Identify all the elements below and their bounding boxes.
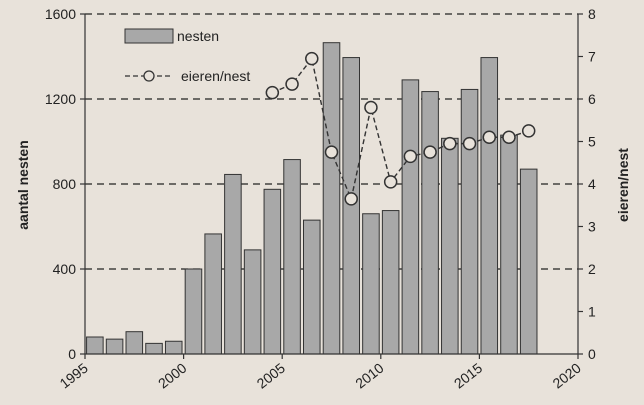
point-2017 bbox=[521, 124, 536, 138]
bar-2017 bbox=[519, 168, 538, 355]
bar-2011 bbox=[401, 79, 420, 355]
bar-2016 bbox=[500, 134, 518, 355]
point-2007 bbox=[324, 145, 339, 159]
bar-2009 bbox=[362, 213, 380, 355]
legend-marker-eieren bbox=[143, 70, 155, 82]
bar-2015 bbox=[480, 57, 499, 355]
bar-2006 bbox=[302, 219, 321, 355]
right-tick-label-8: 8 bbox=[588, 6, 596, 22]
bar-2003 bbox=[243, 249, 262, 355]
point-2004 bbox=[265, 85, 280, 100]
bar-2013 bbox=[441, 137, 459, 355]
bars-series-nesten bbox=[86, 42, 538, 355]
right-tick-label-1: 1 bbox=[588, 304, 596, 320]
bar-2014 bbox=[460, 88, 479, 355]
right-tick-label-4: 4 bbox=[588, 176, 596, 192]
axes bbox=[80, 13, 583, 359]
right-tick-label-7: 7 bbox=[588, 49, 596, 65]
left-tick-label-0: 0 bbox=[68, 346, 76, 362]
right-axis-label: eieren/nest bbox=[615, 148, 631, 222]
point-2009 bbox=[364, 100, 378, 115]
bar-2012 bbox=[421, 91, 439, 355]
bar-1997 bbox=[125, 331, 144, 355]
bar-1996 bbox=[105, 338, 124, 355]
bar-2008 bbox=[342, 57, 361, 355]
left-tick-label-400: 400 bbox=[53, 261, 77, 277]
bar-2000 bbox=[184, 268, 203, 355]
bar-2010 bbox=[381, 210, 400, 355]
bar-2001 bbox=[204, 233, 222, 355]
point-2015 bbox=[482, 130, 497, 144]
legend-label-eieren: eieren/nest bbox=[181, 68, 250, 84]
left-tick-label-800: 800 bbox=[53, 176, 77, 192]
bar-1999 bbox=[164, 340, 183, 355]
point-2014 bbox=[462, 136, 477, 151]
point-2008 bbox=[344, 192, 358, 206]
bar-1995 bbox=[86, 336, 104, 355]
point-2011 bbox=[403, 149, 418, 164]
point-2006 bbox=[305, 51, 319, 66]
right-tick-label-3: 3 bbox=[588, 219, 596, 235]
line-series-eieren-per-nest bbox=[265, 51, 536, 206]
bar-2004 bbox=[263, 188, 282, 355]
left-tick-label-1200: 1200 bbox=[45, 91, 76, 107]
point-2010 bbox=[383, 175, 398, 189]
left-tick-label-1600: 1600 bbox=[45, 6, 76, 22]
legend: nesten eieren/nest bbox=[124, 28, 250, 84]
legend-swatch-nesten bbox=[124, 28, 174, 44]
bar-2007 bbox=[322, 42, 341, 355]
right-tick-label-5: 5 bbox=[588, 134, 596, 150]
point-2013 bbox=[443, 136, 457, 151]
bar-2002 bbox=[224, 173, 242, 355]
bar-1998 bbox=[145, 342, 163, 355]
bar-2005 bbox=[283, 159, 301, 355]
right-tick-label-0: 0 bbox=[588, 346, 596, 362]
point-2005 bbox=[285, 77, 299, 91]
legend-label-nesten: nesten bbox=[177, 28, 219, 44]
right-tick-label-2: 2 bbox=[588, 261, 596, 277]
left-axis-label: aantal nesten bbox=[15, 140, 31, 229]
point-2012 bbox=[423, 145, 437, 159]
right-tick-label-6: 6 bbox=[588, 91, 596, 107]
point-2016 bbox=[502, 130, 516, 144]
